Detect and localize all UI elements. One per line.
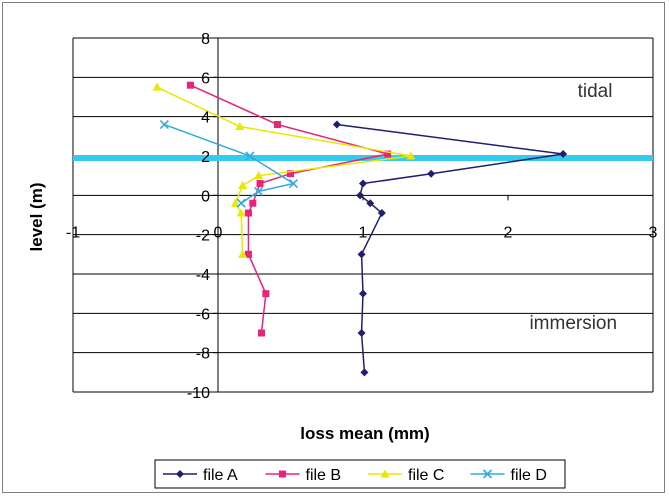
series-line-file-b — [190, 84, 388, 334]
data-point-file-c — [152, 82, 162, 91]
data-point-file-a — [357, 329, 366, 337]
legend-entry-file-d: file D — [470, 467, 547, 484]
marker-stroke — [236, 198, 246, 208]
data-point-file-b — [244, 209, 252, 217]
chart-frame — [2, 2, 665, 493]
annotation-label: immersion — [529, 313, 617, 334]
data-point-file-a — [427, 169, 436, 178]
data-point-file-d — [288, 178, 298, 189]
x-tick-label: 0 — [214, 224, 223, 241]
legend-entry-file-c: file C — [368, 467, 444, 484]
legend-label: file A — [203, 467, 238, 484]
y-tick-label: 6 — [201, 70, 210, 87]
data-point-file-b — [258, 329, 265, 337]
data-point-file-a — [366, 199, 375, 208]
marker-stroke — [159, 119, 169, 130]
data-point-file-d — [236, 198, 246, 208]
axes — [72, 37, 654, 393]
legend: file A file B file C file D — [154, 459, 566, 489]
legend-label: file B — [306, 467, 342, 484]
data-point-file-c — [406, 151, 416, 160]
legend-marker — [482, 469, 493, 479]
data-point-file-b — [256, 180, 264, 188]
data-point-file-b — [249, 199, 257, 207]
data-point-file-b — [384, 150, 392, 158]
marker-stroke — [245, 151, 255, 161]
data-point-file-c — [254, 171, 264, 180]
annotations: tidal immersion — [529, 81, 617, 334]
x-tick-label: 1 — [359, 224, 368, 241]
x-tick-label: 2 — [504, 224, 513, 241]
data-point-file-c — [238, 181, 248, 189]
data-point-file-a — [559, 150, 568, 159]
legend-marker — [176, 470, 184, 478]
data-point-file-a — [377, 209, 386, 218]
data-point-file-a — [356, 191, 365, 200]
legend-marker — [279, 470, 286, 478]
data-point-file-b — [262, 290, 270, 298]
legend-label: file D — [511, 467, 547, 484]
y-tick-label: -4 — [196, 267, 210, 284]
data-point-file-a — [357, 250, 366, 259]
data-point-file-a — [332, 120, 341, 129]
grid-lines — [73, 37, 653, 393]
marker-stroke — [482, 469, 493, 479]
legend-label: file C — [408, 467, 444, 484]
series-line-file-d — [164, 123, 296, 204]
y-tick-label: -10 — [187, 385, 210, 402]
x-tick-label: 3 — [649, 224, 658, 241]
data-point-file-d — [159, 119, 169, 130]
legend-entry-file-a: file A — [163, 467, 238, 484]
marker-stroke — [288, 178, 298, 189]
marker-stroke — [254, 186, 264, 196]
legend-entry-file-b: file B — [265, 467, 342, 484]
data-point-file-b — [273, 121, 281, 129]
data-point-file-c — [235, 122, 245, 130]
series-file-d — [159, 119, 298, 208]
series-file-c — [152, 82, 416, 258]
x-axis-title: loss mean (mm) — [300, 424, 429, 443]
y-tick-label: 4 — [201, 110, 210, 127]
data-point-file-a — [360, 368, 369, 377]
legend-marker — [380, 469, 390, 478]
y-tick-label: 2 — [201, 149, 210, 166]
data-point-file-d — [254, 186, 264, 196]
y-tick-label: -2 — [196, 228, 210, 245]
data-point-file-a — [359, 179, 367, 188]
series-layer — [152, 81, 568, 377]
data-point-file-c — [238, 249, 248, 258]
x-tick-label: -1 — [66, 224, 80, 241]
data-point-file-b — [244, 250, 252, 258]
data-point-file-a — [359, 289, 367, 298]
y-tick-label: 0 — [201, 188, 210, 205]
data-point-file-c — [236, 208, 246, 217]
data-point-file-d — [245, 151, 255, 161]
y-tick-label: -6 — [196, 306, 210, 323]
series-file-a — [332, 120, 568, 377]
data-point-file-c — [230, 198, 240, 207]
annotation-label: tidal — [578, 81, 613, 102]
y-tick-label: -8 — [196, 346, 210, 363]
data-point-file-b — [287, 170, 294, 178]
y-axis-title: level (m) — [27, 183, 46, 252]
data-point-file-b — [186, 81, 194, 89]
y-tick-label: 8 — [201, 31, 210, 48]
